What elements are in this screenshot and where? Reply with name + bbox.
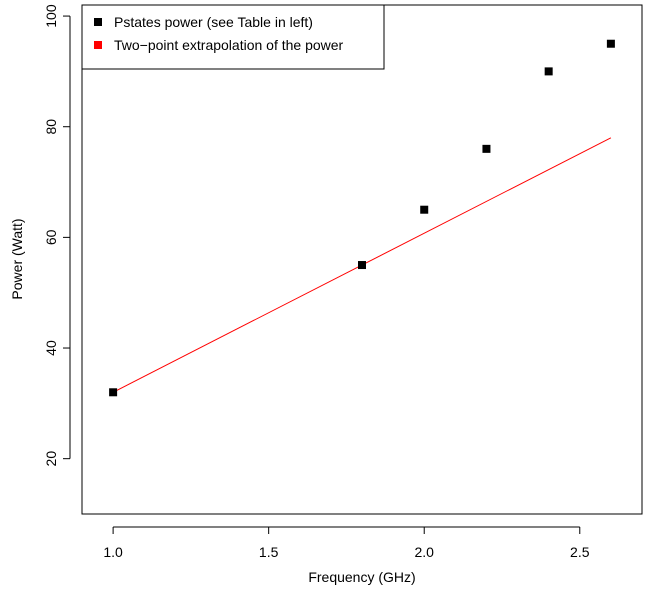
legend-box <box>81 4 385 70</box>
legend-swatch-extrapolation <box>94 41 102 49</box>
series-layer <box>109 39 615 397</box>
x-tick-label: 1.0 <box>103 544 123 560</box>
pstate-point <box>482 144 491 153</box>
legend-label-pstates: Pstates power (see Table in left) <box>114 14 313 30</box>
legend-label-extrapolation: Two−point extrapolation of the power <box>114 37 344 53</box>
x-axis-title: Frequency (GHz) <box>308 569 415 585</box>
y-axis: 20 40 60 80 100 <box>43 4 71 467</box>
x-axis: 1.0 1.5 2.0 2.5 <box>103 526 590 560</box>
pstate-point <box>109 388 118 397</box>
x-tick-label: 1.5 <box>259 544 279 560</box>
y-tick-label: 20 <box>43 451 59 467</box>
pstate-point <box>544 67 553 76</box>
pstate-point <box>420 205 429 214</box>
y-tick-label: 100 <box>43 4 59 28</box>
y-tick-label: 40 <box>43 340 59 356</box>
legend-swatch-pstates <box>94 18 102 26</box>
y-tick-label: 80 <box>43 119 59 135</box>
plot-frame <box>81 4 643 515</box>
y-axis-title: Power (Watt) <box>9 218 25 299</box>
pstate-point <box>358 261 366 270</box>
y-tick-label: 60 <box>43 229 59 245</box>
legend: Pstates power (see Table in left) Two−po… <box>81 4 385 70</box>
x-tick-label: 2.0 <box>414 544 434 560</box>
x-tick-label: 2.5 <box>570 544 590 560</box>
pstate-point <box>606 39 615 48</box>
